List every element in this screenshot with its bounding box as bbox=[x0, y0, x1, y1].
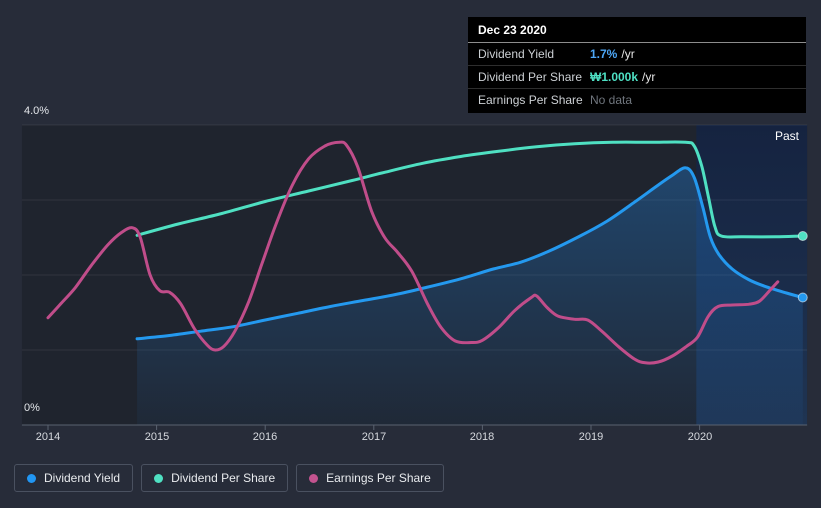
x-axis-label-2016: 2016 bbox=[252, 431, 278, 443]
legend-item-dividend-yield[interactable]: Dividend Yield bbox=[14, 464, 134, 492]
tooltip-unit: /yr bbox=[621, 47, 635, 61]
past-region-label: Past bbox=[774, 129, 799, 143]
legend-dot-icon bbox=[309, 473, 319, 483]
legend: Dividend Yield Dividend Per Share Earnin… bbox=[14, 464, 444, 492]
dividend-yield-end-dot bbox=[797, 292, 808, 303]
tooltip-label: Dividend Yield bbox=[478, 47, 555, 61]
x-axis-label-2018: 2018 bbox=[469, 431, 495, 443]
tooltip-value: ₩1.000k bbox=[590, 70, 639, 84]
tooltip-value: No data bbox=[590, 93, 633, 107]
tooltip-label: Dividend Per Share bbox=[478, 70, 583, 84]
x-axis-label-2020: 2020 bbox=[687, 431, 713, 443]
tooltip-date: Dec 23 2020 bbox=[468, 17, 806, 43]
legend-item-label: Dividend Yield bbox=[44, 471, 121, 485]
y-axis-label-max: 4.0% bbox=[24, 105, 50, 117]
legend-item-dividend-per-share[interactable]: Dividend Per Share bbox=[141, 464, 289, 492]
legend-dot-icon bbox=[154, 473, 164, 483]
x-axis-label-2017: 2017 bbox=[361, 431, 387, 443]
tooltip-row-dividend-yield: Dividend Yield 1.7% /yr bbox=[468, 43, 806, 66]
dividend-yield-line bbox=[135, 166, 805, 341]
legend-dot-icon bbox=[27, 473, 36, 483]
legend-item-label: Earnings Per Share bbox=[326, 471, 431, 485]
x-axis-label-2019: 2019 bbox=[578, 431, 604, 443]
tooltip: Dec 23 2020 Dividend Yield 1.7% /yr Divi… bbox=[468, 17, 806, 113]
tooltip-row-dividend-per-share: Dividend Per Share ₩1.000k /yr bbox=[468, 66, 806, 89]
dividend-per-share-line bbox=[135, 140, 805, 239]
legend-item-label: Dividend Per Share bbox=[171, 471, 276, 485]
y-axis-label-min: 0% bbox=[24, 402, 40, 414]
x-axis-label-2014: 2014 bbox=[35, 431, 61, 443]
tooltip-value: 1.7% bbox=[590, 47, 618, 61]
tooltip-label: Earnings Per Share bbox=[478, 93, 583, 107]
x-axis-label-2015: 2015 bbox=[144, 431, 170, 443]
tooltip-unit: /yr bbox=[642, 70, 656, 84]
legend-item-earnings-per-share[interactable]: Earnings Per Share bbox=[296, 464, 444, 492]
earnings-per-share-line bbox=[46, 140, 780, 365]
chart-canvas[interactable] bbox=[0, 0, 821, 455]
tooltip-row-earnings-per-share: Earnings Per Share No data bbox=[468, 89, 806, 113]
dividend-per-share-end-dot bbox=[797, 231, 808, 241]
